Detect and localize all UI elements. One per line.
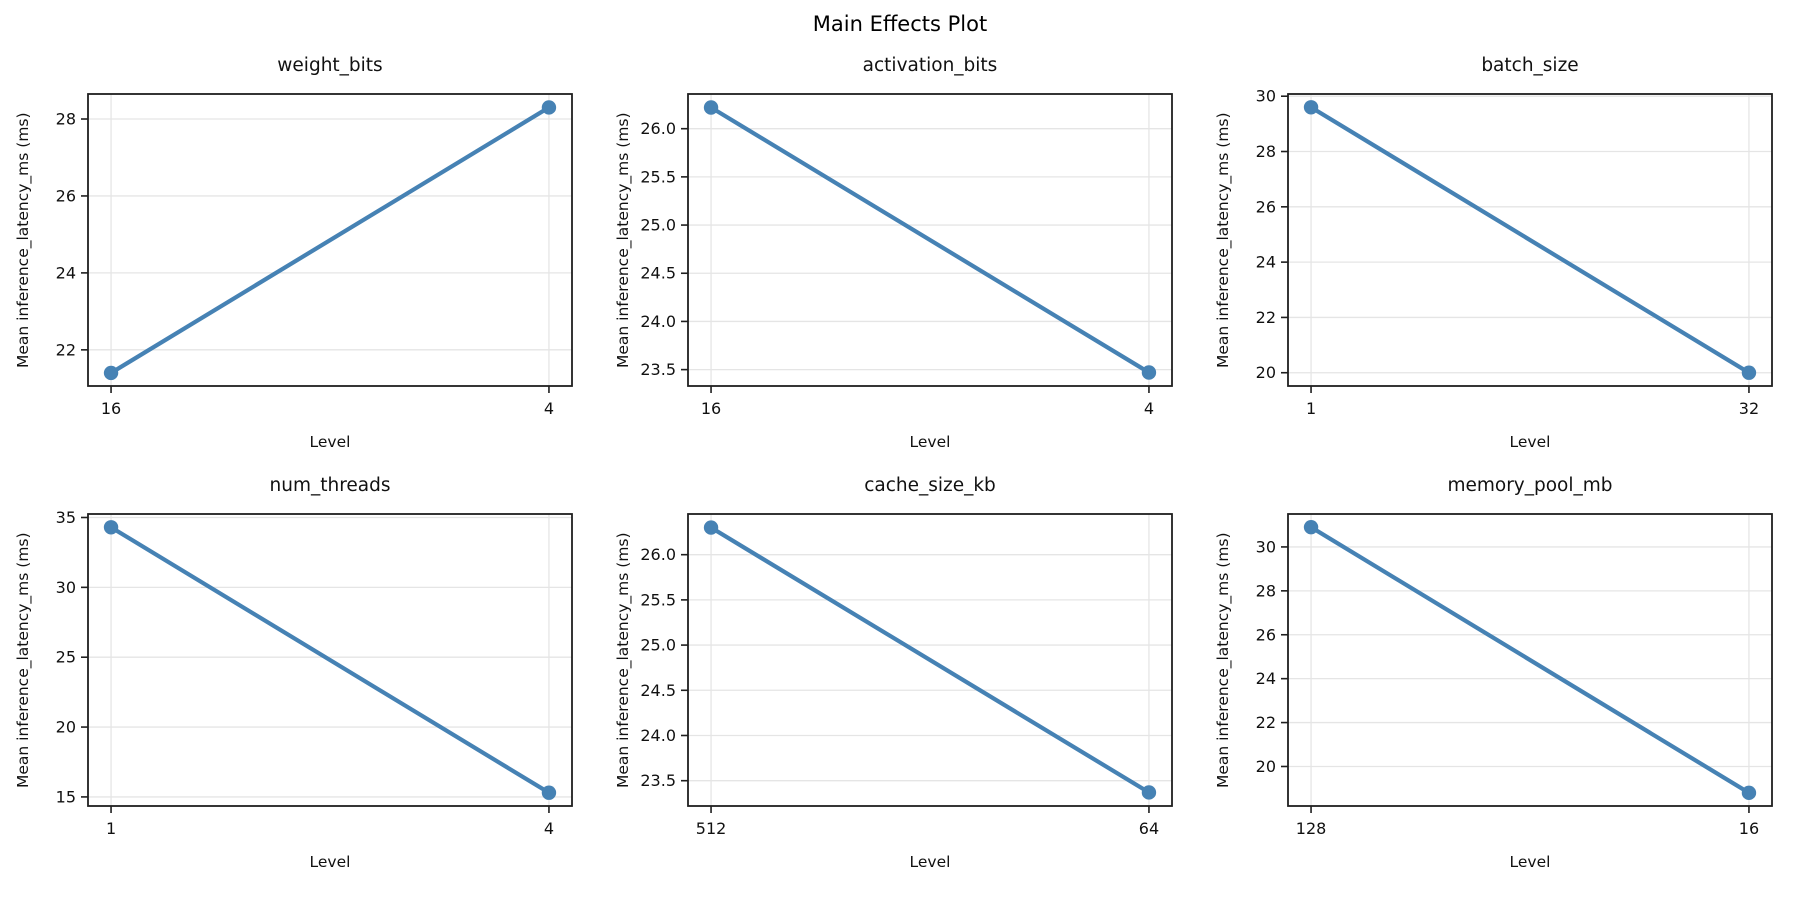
y-tick-label: 25.5 (640, 167, 676, 186)
x-tick-label: 16 (101, 399, 121, 418)
data-line (108, 105, 552, 376)
x-tick-label: 16 (701, 399, 721, 418)
subplot-activation-bits: activation_bits Mean inference_latency_m… (600, 50, 1200, 470)
data-point-marker (1303, 519, 1319, 535)
y-tick-label: 26 (1256, 625, 1276, 644)
y-tick-label: 25 (56, 648, 76, 667)
plot-area: 23.5 24.0 24.5 25.0 25.5 26.0 16 4 (640, 93, 1173, 418)
subplot-title: activation_bits (862, 55, 998, 76)
x-tick-label: 16 (1739, 819, 1759, 838)
y-tick-label: 22 (1256, 308, 1276, 327)
subplot-title: weight_bits (277, 55, 383, 76)
plot-area: 20 22 24 26 28 30 1 32 (1256, 87, 1773, 418)
plot-border (1287, 513, 1773, 807)
y-tick-label: 26 (1256, 197, 1276, 216)
x-axis-label: Level (909, 853, 951, 871)
y-tick-label: 26.0 (640, 119, 676, 138)
figure-suptitle: Main Effects Plot (812, 12, 988, 36)
y-tick-label: 30 (1256, 87, 1276, 106)
y-tick-label: 20 (1256, 363, 1276, 382)
x-tick-label: 1 (106, 819, 116, 838)
x-axis-label: Level (1509, 853, 1551, 871)
data-point-marker (541, 100, 557, 115)
data-point-marker (1741, 365, 1757, 380)
y-tick-label: 30 (1256, 537, 1276, 556)
y-tick-label: 23.5 (640, 771, 676, 790)
x-tick-label: 4 (544, 399, 554, 418)
data-line (708, 525, 1152, 795)
plot-border (87, 513, 573, 807)
y-tick-label: 25.0 (640, 636, 676, 655)
plot-area: 20 22 24 26 28 30 128 16 (1256, 513, 1773, 838)
y-tick-label: 28 (1256, 581, 1276, 600)
y-tick-label: 24 (56, 263, 76, 282)
y-tick-label: 28 (56, 110, 76, 129)
x-axis-label: Level (309, 433, 351, 451)
plot-border (87, 93, 573, 387)
data-line (708, 105, 1152, 375)
x-tick-label: 4 (1144, 399, 1154, 418)
data-point-marker (703, 520, 719, 535)
data-point-marker (541, 785, 557, 800)
subplot-title: num_threads (269, 475, 391, 496)
data-point-marker (1141, 785, 1157, 800)
x-tick-label: 64 (1139, 819, 1159, 838)
x-axis-label: Level (909, 433, 951, 451)
data-point-marker (1741, 785, 1757, 801)
data-line (1308, 525, 1752, 795)
subplot-title: cache_size_kb (864, 475, 996, 496)
y-tick-label: 20 (1256, 757, 1276, 776)
y-tick-label: 24.0 (640, 726, 676, 745)
y-tick-label: 24 (1256, 669, 1276, 688)
y-tick-label: 30 (56, 578, 76, 597)
y-tick-label: 24 (1256, 253, 1276, 272)
plot-border (687, 93, 1173, 387)
subplot-cache-size-kb: cache_size_kb Mean inference_latency_ms … (600, 470, 1200, 890)
subplot-num-threads: num_threads Mean inference_latency_ms (m… (0, 470, 600, 890)
x-tick-label: 32 (1739, 399, 1759, 418)
y-tick-label: 25.5 (640, 590, 676, 609)
y-tick-label: 26.0 (640, 545, 676, 564)
y-tick-label: 22 (1256, 713, 1276, 732)
subplot-grid: weight_bits Mean inference_latency_ms (m… (0, 50, 1800, 890)
y-tick-label: 26 (56, 186, 76, 205)
subplot-memory-pool-mb: memory_pool_mb Mean inference_latency_ms… (1200, 470, 1800, 890)
y-tick-label: 28 (1256, 142, 1276, 161)
subplot-title: memory_pool_mb (1447, 475, 1613, 496)
data-line (108, 525, 552, 795)
data-point-marker (1303, 100, 1319, 115)
data-point-marker (103, 520, 119, 535)
y-tick-label: 15 (56, 787, 76, 806)
plot-border (687, 513, 1173, 807)
y-tick-label: 24.5 (640, 264, 676, 283)
plot-area: 22 24 26 28 16 4 (56, 93, 573, 418)
subplot-weight-bits: weight_bits Mean inference_latency_ms (m… (0, 50, 600, 470)
x-tick-label: 4 (544, 819, 554, 838)
y-tick-label: 24.5 (640, 681, 676, 700)
y-tick-label: 35 (56, 508, 76, 527)
data-point-marker (1141, 365, 1157, 380)
data-line (1308, 105, 1752, 375)
data-point-marker (103, 365, 119, 381)
plot-border (1287, 93, 1773, 387)
subplot-title: batch_size (1481, 55, 1579, 76)
y-tick-label: 24.0 (640, 312, 676, 331)
x-axis-label: Level (1509, 433, 1551, 451)
y-tick-label: 20 (56, 718, 76, 737)
x-axis-label: Level (309, 853, 351, 871)
data-point-marker (703, 100, 719, 115)
x-tick-label: 512 (696, 819, 727, 838)
subplot-batch-size: batch_size Mean inference_latency_ms (ms… (1200, 50, 1800, 470)
x-tick-label: 128 (1296, 819, 1327, 838)
y-tick-label: 23.5 (640, 360, 676, 379)
y-tick-label: 25.0 (640, 216, 676, 235)
y-tick-label: 22 (56, 340, 76, 359)
plot-area: 23.5 24.0 24.5 25.0 25.5 26.0 512 64 (640, 513, 1173, 838)
plot-area: 15 20 25 30 35 1 4 (56, 508, 573, 838)
x-tick-label: 1 (1306, 399, 1316, 418)
